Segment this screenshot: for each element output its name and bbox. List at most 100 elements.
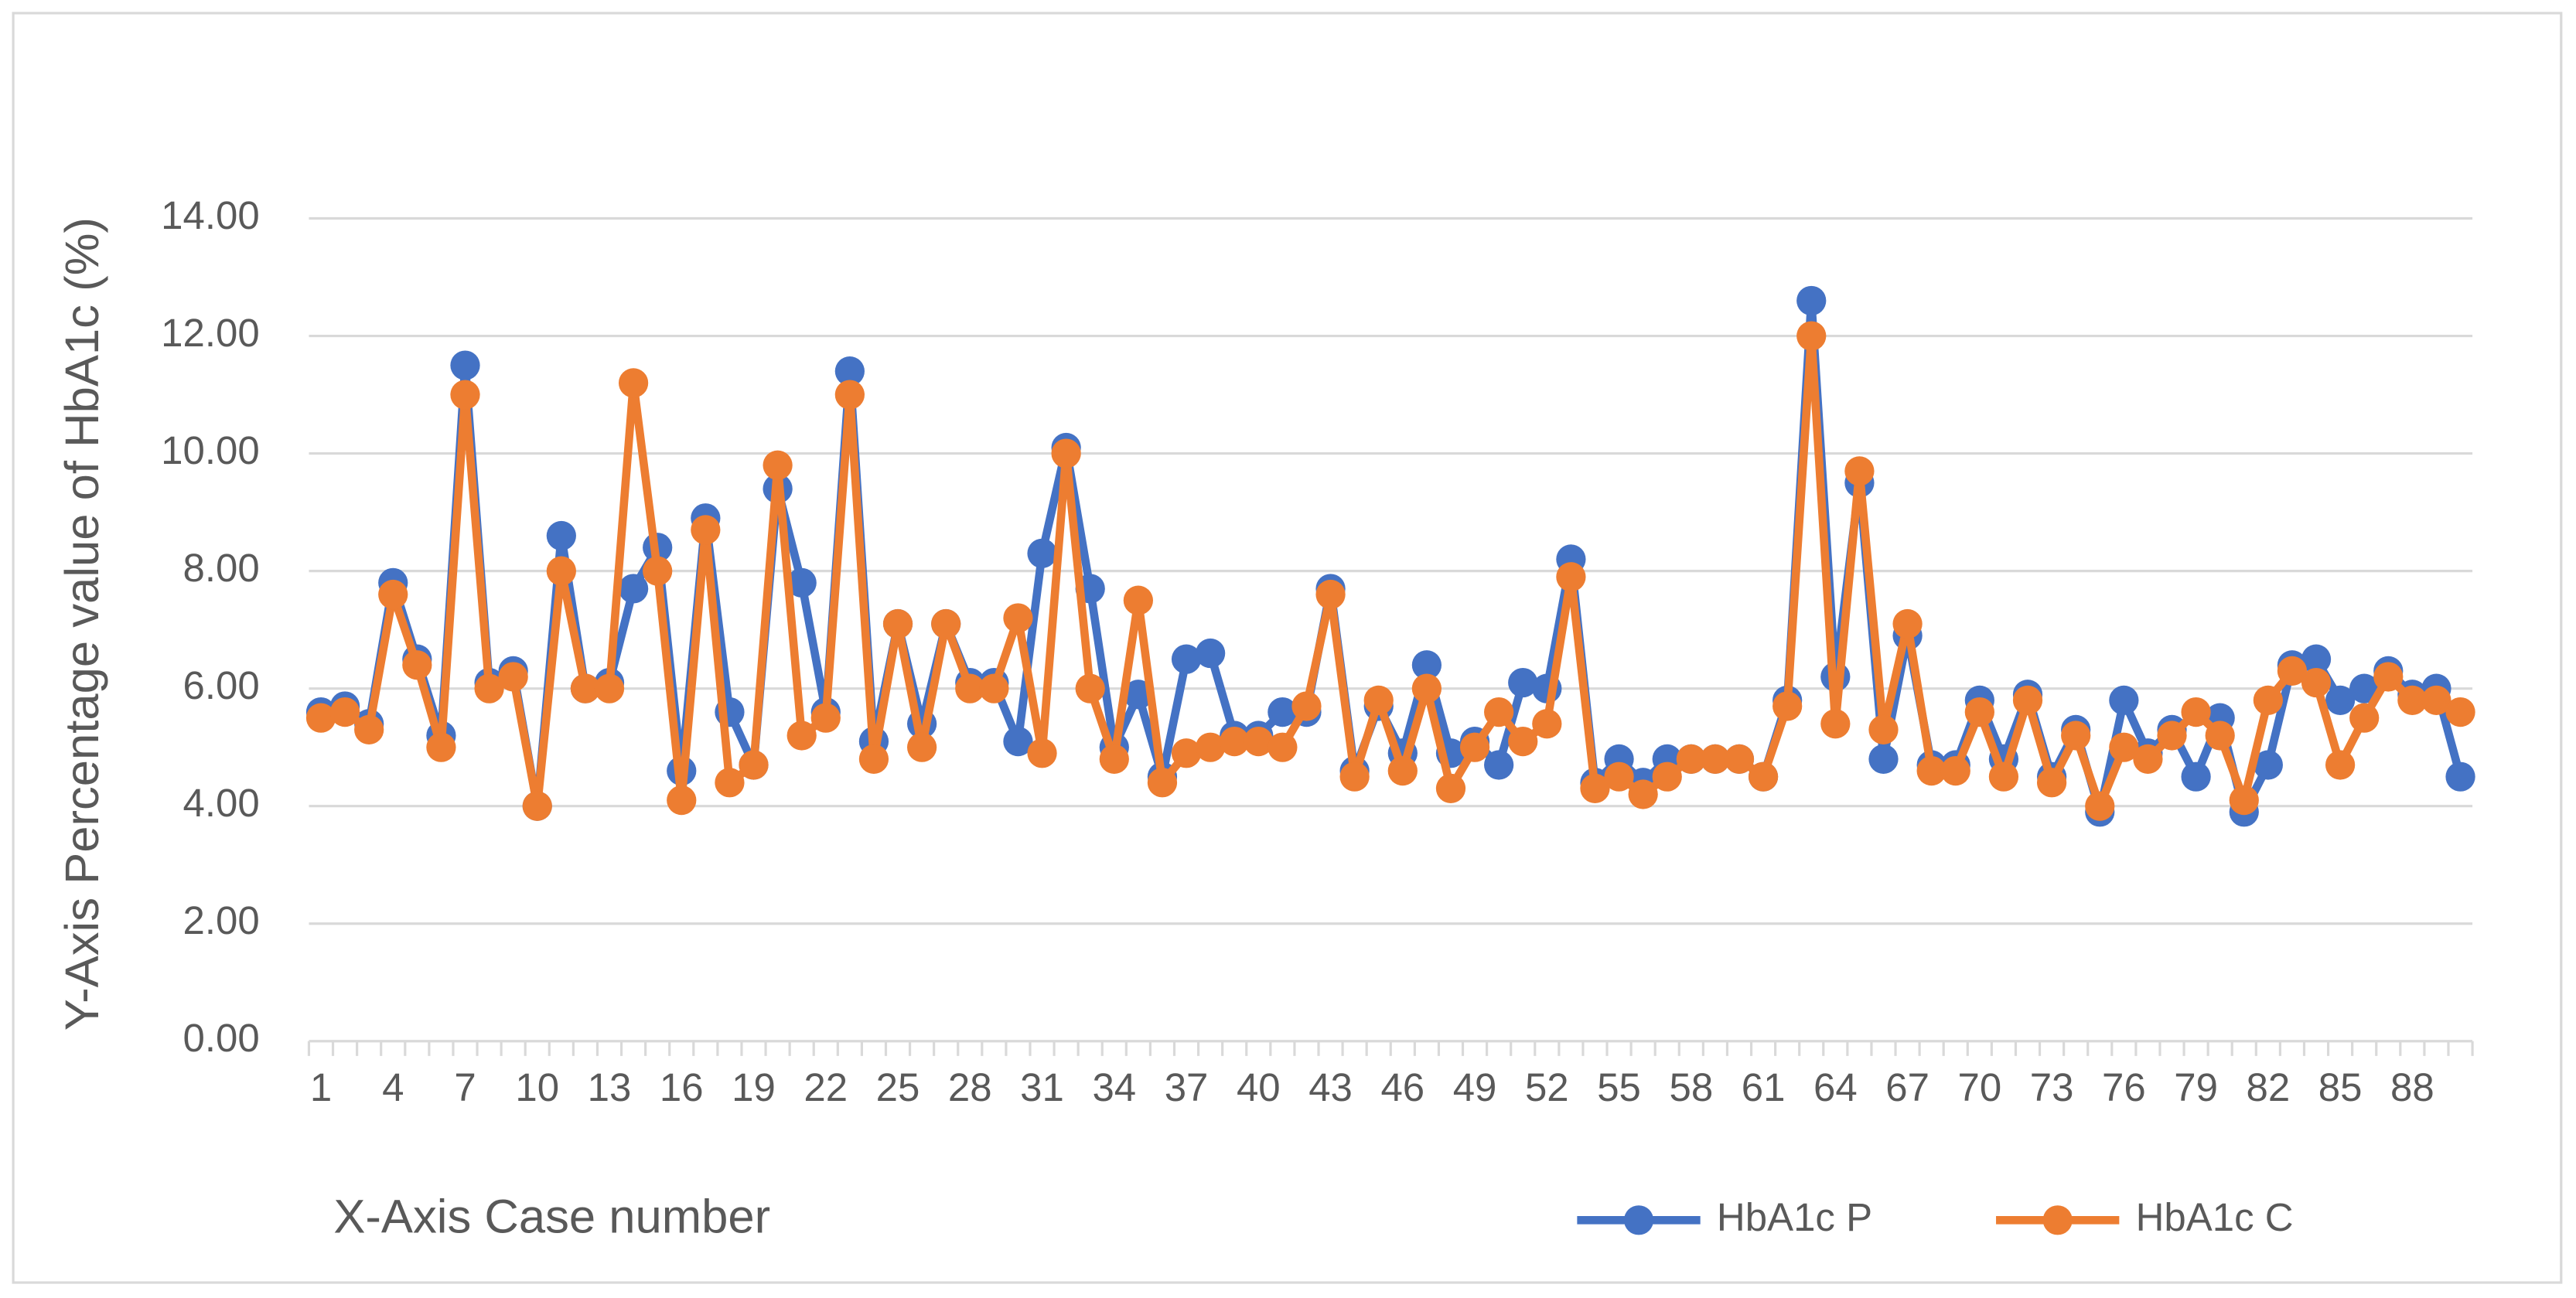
data-point [426,732,456,762]
x-tick-label: 82 [2247,1065,2291,1109]
data-point [1027,738,1057,768]
data-point [1604,761,1634,792]
data-point [1051,438,1081,468]
data-point [1075,673,1105,704]
data-point [643,556,673,586]
data-point [2253,685,2283,715]
data-point [402,650,432,680]
data-point [618,368,649,398]
data-point [1268,697,1298,727]
x-tick-label: 46 [1380,1065,1424,1109]
x-tick-label: 73 [2030,1065,2074,1109]
data-point [1268,732,1298,762]
x-tick-label: 16 [660,1065,704,1109]
data-point [1508,667,1538,698]
data-point [594,673,625,704]
data-point [786,721,817,751]
x-tick-label: 76 [2102,1065,2146,1109]
data-point [667,785,697,816]
x-tick-label: 7 [454,1065,476,1109]
x-tick-label: 25 [876,1065,920,1109]
data-point [1892,608,1923,639]
data-point [2349,703,2380,733]
x-tick-label: 40 [1237,1065,1281,1109]
data-point [1147,768,1178,798]
data-point [858,744,889,775]
data-point [1916,755,1947,786]
y-tick-label: 6.00 [183,663,260,707]
x-tick-label: 52 [1525,1065,1569,1109]
y-axis-title: Y-Axis Percentage value of HbA1c (%) [56,217,109,1031]
data-point [1652,761,1682,792]
data-point [1484,697,1514,727]
data-point [882,608,913,639]
data-point [2036,768,2067,798]
data-point [1244,726,1274,757]
x-tick-label: 61 [1742,1065,1786,1109]
data-point [1411,650,1442,680]
data-point [1315,579,1346,610]
y-tick-label: 10.00 [161,428,260,472]
data-point [570,673,601,704]
data-point [378,579,408,610]
data-point [1171,644,1202,674]
data-point [1339,761,1370,792]
data-point [1508,726,1538,757]
data-point [691,515,721,545]
data-point [1196,638,1226,669]
data-point [498,662,528,692]
data-point [2229,785,2259,816]
data-point [1027,538,1057,568]
data-point [1940,755,1970,786]
x-tick-label: 10 [515,1065,559,1109]
data-point [1724,744,1755,775]
data-point [2325,750,2356,780]
data-point [834,356,865,387]
x-tick-label: 43 [1308,1065,1353,1109]
data-point [2445,697,2475,727]
data-point [1220,726,1250,757]
data-point [931,608,961,639]
x-tick-label: 49 [1453,1065,1497,1109]
data-point [1676,744,1706,775]
y-tick-label: 2.00 [183,898,260,942]
x-tick-label: 67 [1885,1065,1929,1109]
x-tick-label: 58 [1669,1065,1713,1109]
data-point [1868,744,1899,775]
data-point [1796,285,1827,316]
data-point [2157,721,2187,751]
data-point [618,574,649,604]
data-point [450,380,480,410]
data-point [2421,685,2451,715]
data-point [450,350,480,380]
data-point [1003,726,1033,757]
data-point [2181,697,2211,727]
data-point [1868,714,1899,744]
data-point [305,703,336,733]
data-point [1988,761,2019,792]
data-point [2012,685,2043,715]
x-tick-label: 79 [2174,1065,2218,1109]
data-point [1363,685,1394,715]
data-point [906,732,937,762]
data-point [2205,721,2235,751]
x-tick-label: 34 [1092,1065,1136,1109]
data-point [1099,744,1129,775]
data-point [1844,456,1875,486]
x-tick-label: 22 [804,1065,848,1109]
data-point [1435,773,1466,804]
data-point [2301,667,2332,698]
data-point [1556,562,1586,592]
x-tick-label: 88 [2390,1065,2434,1109]
x-tick-label: 64 [1813,1065,1858,1109]
data-point [1964,697,1994,727]
chart-border [12,12,2563,1284]
data-point [2301,644,2332,674]
y-tick-label: 0.00 [183,1016,260,1060]
y-tick-label: 12.00 [161,311,260,355]
x-tick-label: 70 [1957,1065,2001,1109]
data-point [354,714,384,744]
x-tick-label: 19 [732,1065,776,1109]
legend-label: HbA1c C [2136,1195,2294,1239]
